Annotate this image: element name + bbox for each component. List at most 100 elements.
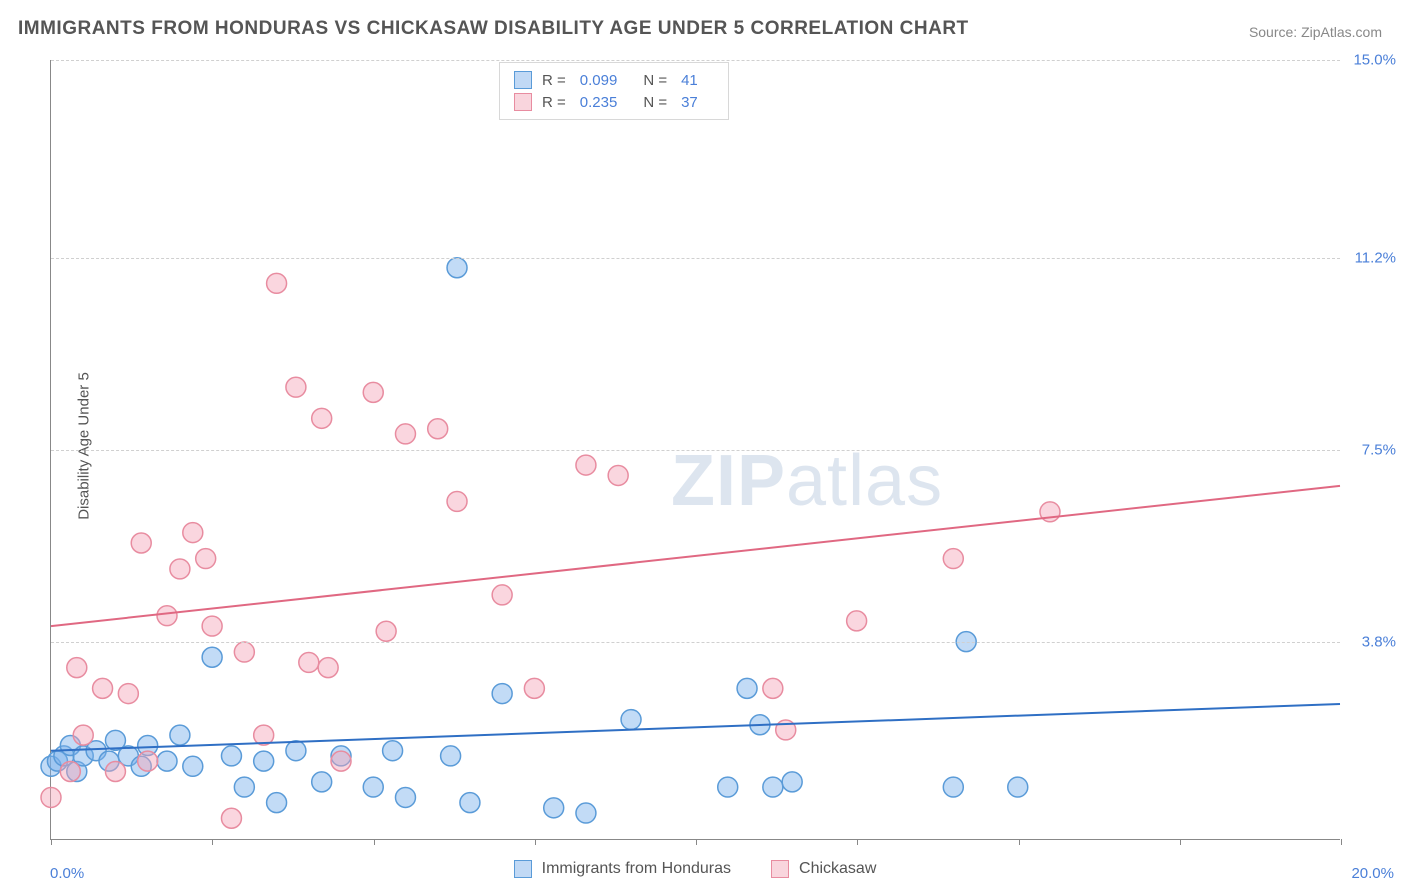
scatter-point-honduras bbox=[286, 741, 306, 761]
scatter-point-chickasaw bbox=[73, 725, 93, 745]
scatter-point-chickasaw bbox=[267, 273, 287, 293]
scatter-point-chickasaw bbox=[376, 621, 396, 641]
scatter-point-chickasaw bbox=[93, 678, 113, 698]
scatter-point-honduras bbox=[718, 777, 738, 797]
scatter-point-chickasaw bbox=[312, 408, 332, 428]
scatter-point-honduras bbox=[492, 684, 512, 704]
scatter-point-chickasaw bbox=[299, 652, 319, 672]
legend-swatch-icon bbox=[514, 71, 532, 89]
legend-r-value: 0.099 bbox=[580, 72, 618, 89]
scatter-point-honduras bbox=[254, 751, 274, 771]
scatter-point-chickasaw bbox=[847, 611, 867, 631]
legend-r-label: R = bbox=[542, 72, 566, 89]
y-tick-label: 15.0% bbox=[1353, 52, 1396, 69]
scatter-point-chickasaw bbox=[196, 549, 216, 569]
legend-series-item: Immigrants from Honduras bbox=[514, 860, 731, 878]
chart-title: IMMIGRANTS FROM HONDURAS VS CHICKASAW DI… bbox=[18, 18, 969, 40]
scatter-point-chickasaw bbox=[41, 787, 61, 807]
scatter-point-chickasaw bbox=[131, 533, 151, 553]
y-tick-label: 7.5% bbox=[1362, 442, 1396, 459]
legend-n-label: N = bbox=[643, 94, 667, 111]
scatter-point-chickasaw bbox=[447, 491, 467, 511]
scatter-point-chickasaw bbox=[286, 377, 306, 397]
trend-line-honduras bbox=[51, 704, 1340, 751]
scatter-point-chickasaw bbox=[363, 382, 383, 402]
scatter-point-chickasaw bbox=[395, 424, 415, 444]
scatter-point-chickasaw bbox=[492, 585, 512, 605]
scatter-point-honduras bbox=[183, 756, 203, 776]
scatter-point-chickasaw bbox=[138, 751, 158, 771]
scatter-point-chickasaw bbox=[428, 419, 448, 439]
x-tick bbox=[535, 839, 536, 845]
legend-correlation-row: R =0.235N =37 bbox=[514, 91, 714, 113]
scatter-point-honduras bbox=[170, 725, 190, 745]
legend-series-label: Chickasaw bbox=[799, 860, 876, 878]
scatter-point-chickasaw bbox=[234, 642, 254, 662]
scatter-point-chickasaw bbox=[60, 761, 80, 781]
gridline bbox=[51, 642, 1340, 643]
scatter-point-honduras bbox=[544, 798, 564, 818]
x-tick bbox=[1019, 839, 1020, 845]
x-tick bbox=[1180, 839, 1181, 845]
scatter-point-chickasaw bbox=[943, 549, 963, 569]
scatter-point-chickasaw bbox=[524, 678, 544, 698]
legend-series: Immigrants from Honduras Chickasaw bbox=[50, 860, 1340, 878]
scatter-point-honduras bbox=[363, 777, 383, 797]
scatter-point-honduras bbox=[763, 777, 783, 797]
legend-correlation-row: R = 0.099 N = 41 bbox=[514, 69, 714, 91]
x-tick bbox=[696, 839, 697, 845]
scatter-point-chickasaw bbox=[221, 808, 241, 828]
legend-swatch-icon bbox=[514, 860, 532, 878]
legend-correlation: R =0.099N =41R =0.235N =37 bbox=[499, 62, 729, 120]
x-axis-max-label: 20.0% bbox=[1351, 865, 1394, 882]
scatter-point-honduras bbox=[460, 793, 480, 813]
scatter-point-chickasaw bbox=[157, 606, 177, 626]
legend-n-value: 37 bbox=[681, 94, 698, 111]
scatter-point-honduras bbox=[221, 746, 241, 766]
scatter-point-honduras bbox=[234, 777, 254, 797]
gridline bbox=[51, 450, 1340, 451]
scatter-point-chickasaw bbox=[763, 678, 783, 698]
scatter-point-chickasaw bbox=[170, 559, 190, 579]
legend-n-label: N = bbox=[643, 72, 667, 89]
scatter-point-honduras bbox=[447, 258, 467, 278]
scatter-point-honduras bbox=[395, 787, 415, 807]
legend-swatch-icon bbox=[514, 93, 532, 111]
scatter-point-honduras bbox=[383, 741, 403, 761]
scatter-point-honduras bbox=[943, 777, 963, 797]
trend-line-chickasaw bbox=[51, 486, 1340, 626]
scatter-point-chickasaw bbox=[118, 684, 138, 704]
scatter-point-chickasaw bbox=[105, 761, 125, 781]
scatter-point-honduras bbox=[576, 803, 596, 823]
legend-r-label: R = bbox=[542, 94, 566, 111]
x-tick bbox=[212, 839, 213, 845]
scatter-point-chickasaw bbox=[202, 616, 222, 636]
x-tick bbox=[374, 839, 375, 845]
x-tick bbox=[857, 839, 858, 845]
scatter-point-honduras bbox=[441, 746, 461, 766]
scatter-point-chickasaw bbox=[576, 455, 596, 475]
scatter-point-honduras bbox=[737, 678, 757, 698]
scatter-point-honduras bbox=[157, 751, 177, 771]
legend-swatch-icon bbox=[771, 860, 789, 878]
scatter-point-honduras bbox=[782, 772, 802, 792]
legend-series-label: Immigrants from Honduras bbox=[542, 860, 731, 878]
scatter-point-honduras bbox=[312, 772, 332, 792]
scatter-point-honduras bbox=[202, 647, 222, 667]
scatter-point-honduras bbox=[1008, 777, 1028, 797]
legend-series-item: Chickasaw bbox=[771, 860, 876, 878]
gridline bbox=[51, 258, 1340, 259]
scatter-point-chickasaw bbox=[67, 658, 87, 678]
scatter-point-chickasaw bbox=[183, 523, 203, 543]
scatter-point-chickasaw bbox=[608, 465, 628, 485]
legend-n-value: 41 bbox=[681, 72, 698, 89]
source-label: Source: ZipAtlas.com bbox=[1249, 24, 1382, 40]
gridline bbox=[51, 60, 1340, 61]
scatter-point-honduras bbox=[267, 793, 287, 813]
scatter-point-honduras bbox=[621, 710, 641, 730]
scatter-point-chickasaw bbox=[318, 658, 338, 678]
x-tick bbox=[1341, 839, 1342, 845]
scatter-point-chickasaw bbox=[331, 751, 351, 771]
plot-area: ZIPatlas R =0.099N =41R =0.235N =37 3.8%… bbox=[50, 60, 1340, 840]
y-tick-label: 11.2% bbox=[1355, 249, 1396, 266]
